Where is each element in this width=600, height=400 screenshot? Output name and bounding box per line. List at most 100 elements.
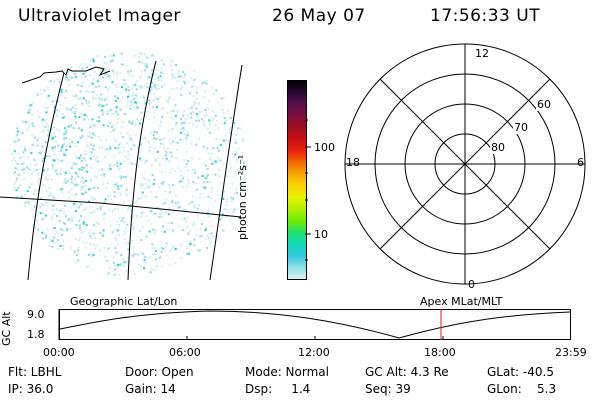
uv-speckle bbox=[192, 169, 195, 171]
uv-speckle bbox=[109, 168, 112, 170]
uv-speckle bbox=[120, 254, 123, 257]
uv-speckle bbox=[176, 201, 179, 204]
uv-speckle bbox=[180, 244, 183, 247]
uv-speckle bbox=[131, 239, 134, 242]
uv-speckle bbox=[48, 155, 51, 158]
uv-speckle bbox=[159, 142, 162, 145]
uv-speckle bbox=[242, 171, 245, 174]
uv-speckle bbox=[144, 55, 147, 58]
uv-speckle bbox=[69, 172, 72, 175]
uv-speckle bbox=[194, 171, 196, 174]
uv-speckle bbox=[105, 97, 108, 100]
uv-speckle bbox=[198, 110, 201, 113]
uv-speckle bbox=[108, 121, 111, 124]
uv-speckle bbox=[189, 229, 191, 232]
uv-speckle bbox=[141, 86, 144, 89]
uv-speckle bbox=[133, 83, 136, 86]
uv-speckle bbox=[89, 74, 92, 77]
uv-speckle bbox=[117, 168, 120, 171]
uv-speckle bbox=[118, 152, 121, 155]
uv-speckle bbox=[17, 173, 20, 176]
uv-speckle bbox=[64, 171, 67, 174]
uv-speckle bbox=[46, 190, 49, 193]
uv-speckle bbox=[82, 113, 85, 116]
uv-speckle bbox=[131, 162, 134, 165]
uv-speckle bbox=[78, 66, 81, 69]
uv-speckle bbox=[208, 119, 211, 122]
uv-speckle bbox=[211, 212, 214, 215]
uv-speckle bbox=[123, 150, 126, 153]
uv-speckle bbox=[235, 188, 238, 191]
uv-speckle bbox=[206, 167, 209, 170]
uv-speckle bbox=[63, 153, 66, 156]
uv-speckle bbox=[174, 262, 176, 265]
uv-speckle bbox=[21, 120, 24, 123]
uv-speckle bbox=[207, 209, 210, 212]
uv-speckle bbox=[208, 157, 211, 160]
uv-speckle bbox=[174, 114, 177, 117]
uv-speckle bbox=[168, 151, 171, 154]
uv-speckle bbox=[70, 108, 72, 111]
uv-speckle bbox=[121, 184, 124, 187]
uv-speckle bbox=[189, 243, 192, 246]
uv-speckle bbox=[197, 115, 199, 118]
uv-speckle bbox=[144, 102, 147, 105]
uv-speckle bbox=[65, 137, 68, 139]
uv-speckle bbox=[231, 182, 234, 185]
uv-speckle bbox=[182, 80, 185, 83]
uv-speckle bbox=[151, 253, 154, 256]
uv-speckle bbox=[198, 102, 201, 105]
uv-speckle bbox=[160, 250, 163, 253]
uv-speckle bbox=[168, 191, 171, 194]
uv-speckle bbox=[131, 140, 134, 143]
uv-speckle bbox=[126, 209, 129, 211]
uv-speckle bbox=[70, 167, 73, 170]
uv-speckle bbox=[160, 170, 163, 173]
uv-speckle bbox=[71, 76, 74, 79]
uv-speckle bbox=[139, 185, 142, 187]
uv-speckle bbox=[123, 79, 126, 82]
uv-speckle bbox=[14, 167, 17, 170]
uv-speckle bbox=[86, 102, 89, 105]
uv-speckle bbox=[176, 110, 179, 113]
uv-speckle bbox=[96, 208, 99, 211]
uv-speckle bbox=[145, 215, 148, 218]
uv-speckle bbox=[95, 85, 97, 88]
uv-speckle bbox=[37, 181, 40, 183]
uv-speckle bbox=[92, 148, 94, 151]
uv-speckle bbox=[171, 77, 174, 79]
uv-speckle bbox=[186, 252, 189, 255]
uv-speckle bbox=[170, 128, 173, 131]
uv-speckle bbox=[174, 105, 176, 108]
uv-speckle bbox=[65, 129, 68, 131]
polar-plot bbox=[344, 43, 586, 285]
uv-speckle bbox=[225, 134, 228, 137]
uv-speckle bbox=[140, 70, 143, 73]
uv-speckle bbox=[168, 161, 171, 164]
uv-speckle bbox=[72, 142, 75, 145]
uv-speckle bbox=[119, 193, 122, 196]
uv-speckle bbox=[171, 73, 174, 76]
uv-speckle bbox=[78, 227, 81, 230]
uv-speckle bbox=[77, 259, 80, 262]
uv-speckle bbox=[161, 116, 164, 118]
uv-speckle bbox=[126, 132, 129, 135]
uv-speckle bbox=[116, 148, 119, 151]
uv-speckle bbox=[172, 205, 174, 208]
uv-speckle bbox=[70, 124, 73, 127]
geographic-image bbox=[0, 51, 248, 281]
uv-speckle bbox=[122, 258, 125, 261]
colorbar-tick-10: 10 bbox=[314, 228, 328, 241]
uv-speckle bbox=[62, 239, 65, 242]
uv-speckle bbox=[95, 244, 98, 247]
uv-speckle bbox=[40, 202, 43, 204]
uv-speckle bbox=[182, 129, 184, 132]
uv-speckle bbox=[193, 78, 196, 81]
uv-speckle bbox=[83, 153, 86, 156]
uv-speckle bbox=[92, 244, 95, 247]
uv-speckle bbox=[172, 247, 175, 249]
uv-speckle bbox=[179, 169, 182, 172]
uv-speckle bbox=[131, 94, 134, 97]
uv-speckle bbox=[80, 76, 83, 79]
uv-speckle bbox=[89, 188, 92, 191]
